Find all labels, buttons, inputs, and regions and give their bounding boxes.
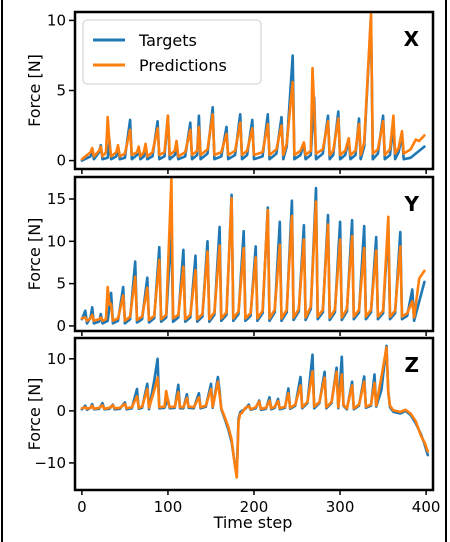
series-line-predictions-z: [80, 346, 430, 479]
y-tick-label-x: 10: [47, 11, 66, 29]
x-tick-label: 0: [77, 498, 87, 516]
y-tick-label-z: −10: [34, 454, 66, 472]
plot-frame-z: [73, 336, 435, 492]
y-tick-label-z: 0: [56, 402, 66, 420]
panel-tag-x: X: [404, 27, 420, 51]
y-tick-label-x: 5: [56, 82, 66, 100]
outer-frame-right: [445, 0, 447, 542]
x-tick-label: 300: [326, 498, 355, 516]
y-axis-label-x: Force [N]: [25, 54, 44, 127]
y-tick-label-y: 0: [56, 317, 66, 335]
y-axis-label-y: Force [N]: [25, 218, 44, 291]
panel-tag-y: Y: [404, 192, 420, 216]
x-tick-label: 400: [412, 498, 441, 516]
y-tick-label-z: 10: [47, 350, 66, 368]
legend: Targets Predictions: [82, 19, 262, 85]
series-line-targets-z: [80, 344, 430, 475]
y-tick-label-y: 15: [47, 190, 66, 208]
legend-label-predictions: Predictions: [139, 56, 227, 75]
series-line-predictions-x: [80, 12, 426, 161]
series-line-predictions-y: [80, 177, 426, 323]
y-tick-label-y: 10: [47, 232, 66, 250]
y-tick-label-x: 0: [56, 152, 66, 170]
x-tick-label: 200: [240, 498, 269, 516]
series-line-targets-y: [80, 186, 426, 325]
legend-box: [82, 19, 262, 85]
y-tick-label-y: 5: [56, 275, 66, 293]
panel-x: 0 5 10 Force [N] X Targets Predictions: [25, 10, 435, 174]
panel-tag-z: Z: [404, 353, 419, 377]
x-tick-label: 100: [154, 498, 183, 516]
outer-frame-left: [1, 0, 3, 542]
x-axis-label: Time step: [213, 513, 293, 532]
legend-label-targets: Targets: [138, 31, 197, 50]
y-axis-label-z: Force [N]: [25, 378, 44, 451]
